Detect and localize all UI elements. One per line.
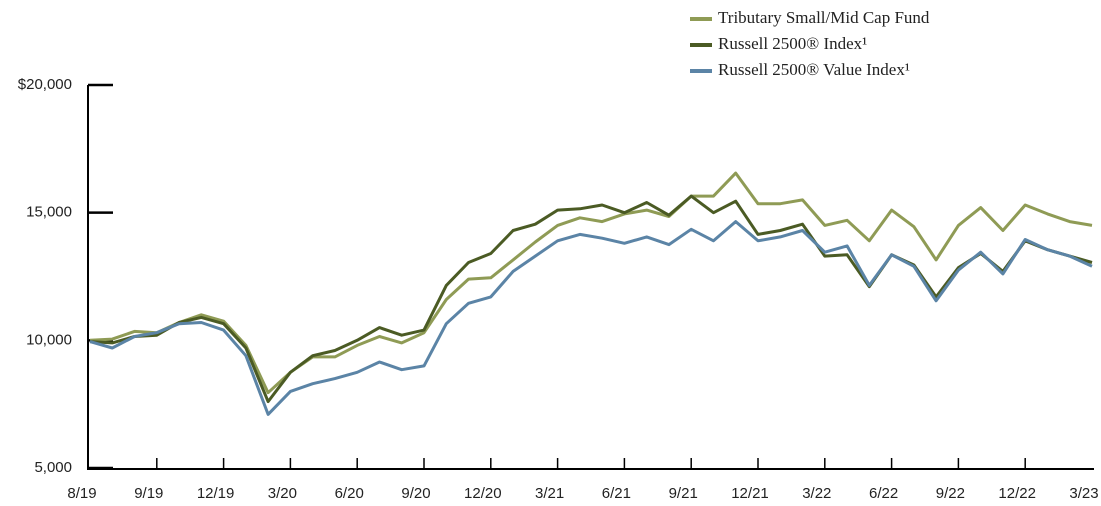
x-tick-label: 3/22 <box>802 485 831 502</box>
x-tick-label: 12/21 <box>731 485 769 502</box>
x-tick-label: 12/19 <box>197 485 235 502</box>
y-tick-label: 15,000 <box>26 204 72 221</box>
x-tick-label: 9/22 <box>936 485 965 502</box>
legend-label: Russell 2500® Value Index¹ <box>718 60 910 79</box>
y-tick-label: 5,000 <box>34 459 72 476</box>
legend-label: Russell 2500® Index¹ <box>718 34 867 53</box>
x-tick-label: 6/20 <box>335 485 364 502</box>
x-tick-label: 8/19 <box>67 485 96 502</box>
series-line <box>89 171 1093 395</box>
y-tick-label: $20,000 <box>18 76 72 93</box>
x-tick-label: 3/20 <box>268 485 297 502</box>
x-tick-label: 6/21 <box>602 485 631 502</box>
x-tick-label: 12/22 <box>998 485 1036 502</box>
series-line <box>89 220 1093 416</box>
x-tick-label: 6/22 <box>869 485 898 502</box>
x-tick-label: 9/19 <box>134 485 163 502</box>
x-tick-label: 9/20 <box>401 485 430 502</box>
x-tick-label: 3/21 <box>535 485 564 502</box>
x-tick-label: 9/21 <box>669 485 698 502</box>
legend-label: Tributary Small/Mid Cap Fund <box>718 8 930 27</box>
legend: Tributary Small/Mid Cap Fund Russell 2500… <box>690 8 930 79</box>
y-tick-label: 10,000 <box>26 331 72 348</box>
x-tick-label: 12/20 <box>464 485 502 502</box>
series-line <box>89 194 1093 404</box>
x-tick-label: 3/23 <box>1069 485 1098 502</box>
